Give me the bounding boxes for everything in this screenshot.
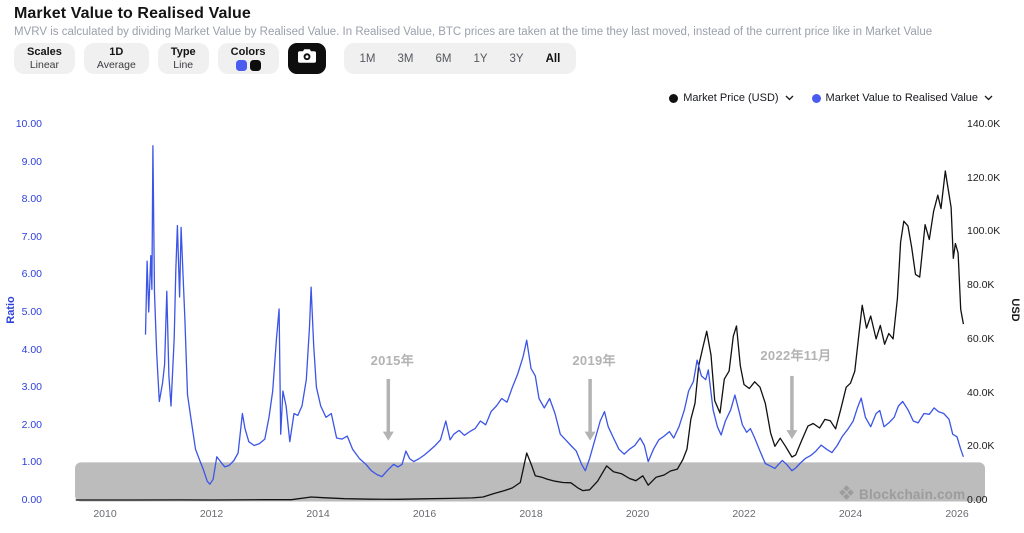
toolbar: Scales Linear 1D Average Type Line Color… [14,43,577,74]
legend-label: Market Price (USD) [683,92,779,104]
frequency-value: Average [96,58,136,71]
right-axis-tick: 120.0K [967,171,1001,184]
page-title: Market Value to Realised Value [14,5,251,22]
series-line-market-price [75,170,965,501]
colors-button[interactable]: Colors [217,43,279,74]
annotation-arrow-head [786,430,798,440]
frequency-button[interactable]: 1D Average [83,43,149,74]
x-axis-tick: 2018 [519,508,543,520]
left-axis-tick: 8.00 [21,193,42,206]
left-axis-tick: 2.00 [21,418,42,431]
series-line-mvrv [144,145,965,485]
range-3m[interactable]: 3M [397,52,414,65]
time-range-selector: 1M 3M 6M 1Y 3Y All [343,43,577,74]
range-1y[interactable]: 1Y [473,52,488,65]
page-subtitle: MVRV is calculated by dividing Market Va… [14,26,933,38]
right-axis-title: USD [1009,298,1021,322]
left-axis-tick: 6.00 [21,268,42,281]
range-3y[interactable]: 3Y [509,52,524,65]
range-all[interactable]: All [545,52,561,65]
right-axis-tick: 20.0K [967,440,995,453]
scales-label: Scales [27,46,62,59]
annotation-label: 2015年 [370,353,414,369]
blue-color-swatch[interactable] [235,60,247,72]
left-axis-tick: 1.00 [21,456,42,469]
range-1m[interactable]: 1M [359,52,376,65]
left-axis-tick: 3.00 [21,381,42,394]
legend-item-market-price[interactable]: Market Price (USD) [669,92,794,104]
right-axis-tick: 140.0K [967,118,1001,130]
frequency-label: 1D [109,46,124,59]
right-axis-tick: 100.0K [967,225,1001,238]
x-axis-tick: 2010 [93,508,117,520]
legend-item-mvrv[interactable]: Market Value to Realised Value [811,92,993,104]
color-swatches [235,60,261,72]
left-axis-tick: 10.00 [15,118,42,130]
chevron-down-icon[interactable] [785,95,794,101]
x-axis-tick: 2024 [838,508,863,520]
camera-icon [297,48,317,69]
right-axis-tick: 80.0K [967,279,995,292]
scales-value: Linear [29,58,60,71]
chevron-down-icon[interactable] [984,95,993,101]
screenshot-button[interactable] [287,43,326,74]
right-axis-tick: 0.00 [967,494,988,506]
type-button[interactable]: Type Line [157,43,209,74]
x-axis-tick: 2026 [945,508,969,520]
mvrv-below-1-band [75,462,985,502]
left-axis-tick: 0.00 [21,494,42,506]
left-axis-tick: 4.00 [21,343,42,356]
legend-dot [811,93,821,103]
blockchain-logo-icon [839,485,854,503]
left-axis-tick: 7.00 [21,230,42,243]
colors-label: Colors [230,45,266,58]
scales-button[interactable]: Scales Linear [14,43,75,74]
x-axis-tick: 2014 [306,508,330,520]
type-label: Type [170,46,196,59]
annotation-label: 2019年 [572,353,616,369]
left-axis-tick: 5.00 [21,306,42,318]
x-axis-tick: 2020 [625,508,650,520]
black-color-swatch[interactable] [249,60,261,72]
legend: Market Price (USD) Market Value to Realis… [669,92,993,104]
x-axis-tick: 2016 [412,508,437,520]
x-axis-tick: 2022 [732,508,756,520]
watermark-text: Blockchain.com [859,486,966,502]
legend-label: Market Value to Realised Value [825,92,978,104]
annotation-label: 2022年11月 [760,347,832,363]
watermark: Blockchain.com [839,485,965,503]
legend-dot [669,93,679,103]
right-axis-tick: 60.0K [967,332,995,345]
range-6m[interactable]: 6M [435,52,452,65]
annotation-arrow-head [584,431,596,441]
annotation-arrow-head [382,431,394,441]
right-axis-tick: 40.0K [967,386,995,399]
type-value: Line [173,58,194,71]
left-axis-tick: 9.00 [21,155,42,168]
x-axis-tick: 2012 [199,508,224,520]
